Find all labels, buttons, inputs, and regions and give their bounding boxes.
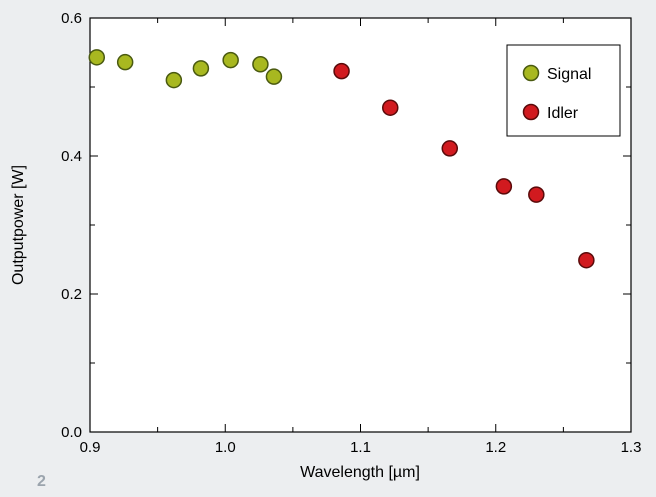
x-tick-label: 1.1 xyxy=(350,439,371,456)
y-axis: 0.0 0.2 0.4 0.6 xyxy=(61,10,631,441)
idler-data-point xyxy=(528,186,545,203)
signal-data-point xyxy=(222,51,239,69)
idler-data-point xyxy=(495,178,513,195)
y-tick-label: 0.0 xyxy=(61,424,82,441)
legend-label-signal: Signal xyxy=(547,66,591,83)
y-tick-label: 0.2 xyxy=(61,286,82,303)
data-points xyxy=(88,49,595,269)
y-tick-label: 0.6 xyxy=(61,10,82,27)
signal-data-point xyxy=(165,71,183,89)
legend-marker-signal xyxy=(522,64,540,82)
page-number: 2 xyxy=(37,473,46,490)
signal-data-point xyxy=(88,49,106,66)
y-axis-title: Outputpower [W] xyxy=(10,165,27,285)
x-tick-label: 0.9 xyxy=(80,439,101,456)
x-axis: 0.9 1.0 1.1 1.2 1.3 xyxy=(80,18,642,456)
x-tick-label: 1.0 xyxy=(215,439,236,456)
signal-data-point xyxy=(192,60,210,77)
idler-data-point xyxy=(382,99,399,116)
idler-data-point xyxy=(578,251,595,269)
legend-label-idler: Idler xyxy=(547,105,579,122)
y-tick-label: 0.4 xyxy=(61,148,82,165)
x-tick-label: 1.2 xyxy=(485,439,506,456)
legend-box xyxy=(506,44,621,137)
idler-data-point xyxy=(441,140,459,157)
signal-data-point xyxy=(116,53,134,71)
signal-data-point xyxy=(252,55,269,73)
x-tick-label: 1.3 xyxy=(621,439,642,456)
legend: Signal Idler xyxy=(506,44,621,137)
x-axis-title: Wavelength [µm] xyxy=(300,464,420,481)
idler-data-point xyxy=(333,62,350,80)
legend-marker-idler xyxy=(522,103,540,121)
signal-data-point xyxy=(265,68,283,85)
